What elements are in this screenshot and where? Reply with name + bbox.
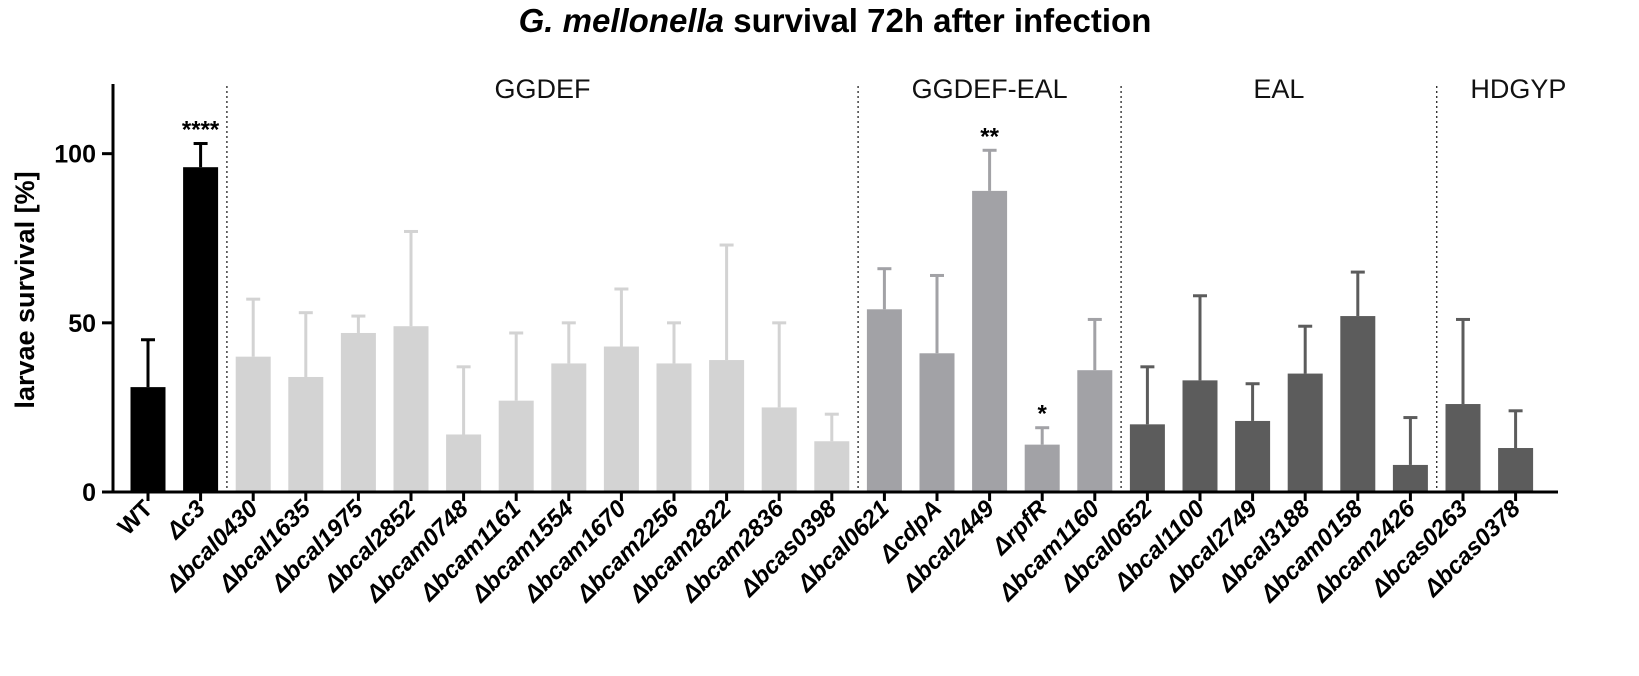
bar-19 — [1129, 424, 1165, 492]
bar-11 — [709, 360, 745, 492]
bar-15 — [919, 353, 955, 492]
bars — [130, 167, 1534, 492]
bar-5 — [393, 326, 429, 492]
bar-0 — [130, 387, 166, 492]
group-label-hdgyp: HDGYP — [1470, 74, 1566, 104]
x-tick-labels: WT Δc3Δbcal0430Δbcal1635Δbcal1975Δbcal285… — [113, 495, 1527, 609]
group-label-eal: EAL — [1253, 74, 1304, 104]
bar-13 — [814, 441, 850, 492]
bar-9 — [603, 346, 639, 492]
bar-24 — [1392, 464, 1428, 492]
significance-markers: **** *** — [182, 117, 1048, 428]
bar-10 — [656, 363, 692, 492]
bar-14 — [866, 309, 902, 492]
bar-6 — [446, 434, 482, 492]
bar-25 — [1445, 404, 1481, 492]
axes — [102, 84, 1558, 501]
bar-23 — [1340, 316, 1376, 492]
bar-7 — [498, 400, 534, 492]
y-tick-label: 100 — [54, 141, 96, 169]
bar-26 — [1498, 448, 1534, 492]
significance-marker: ** — [980, 123, 999, 150]
y-tick-label: 0 — [82, 479, 96, 507]
group-labels: GGDEF GGDEF-EAL EAL HDGYP — [494, 74, 1566, 104]
bar-18 — [1077, 370, 1113, 492]
bar-17 — [1024, 444, 1060, 492]
group-label-ggdef-eal: GGDEF-EAL — [912, 74, 1068, 104]
y-axis-label: larvae survival [%] — [10, 171, 40, 408]
bar-12 — [761, 407, 797, 492]
y-tick-label: 50 — [68, 310, 96, 338]
chart-title-italic: G. mellonella — [519, 2, 724, 39]
group-label-ggdef: GGDEF — [494, 74, 590, 104]
bar-22 — [1287, 373, 1323, 492]
bar-20 — [1182, 380, 1218, 492]
bar-8 — [551, 363, 587, 492]
chart-title-rest: survival 72h after infection — [724, 2, 1151, 39]
bar-2 — [235, 356, 271, 492]
bar-16 — [972, 190, 1008, 492]
significance-marker: * — [1038, 401, 1048, 428]
bar-4 — [340, 332, 376, 492]
x-tick-label: WT — [113, 495, 159, 541]
significance-marker: **** — [182, 117, 220, 144]
error-bars — [141, 142, 1523, 465]
bar-3 — [288, 376, 324, 492]
bar-21 — [1235, 420, 1271, 492]
y-tick-labels: 0 50 100 — [54, 141, 96, 507]
bar-1 — [183, 167, 219, 492]
chart-title: G. mellonella survival 72h after infecti… — [519, 2, 1152, 39]
